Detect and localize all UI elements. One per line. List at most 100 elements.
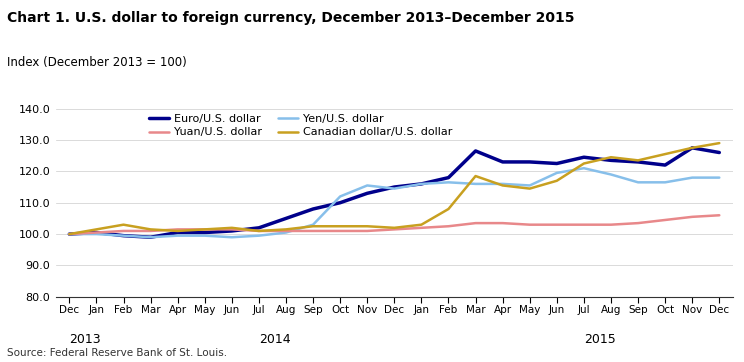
Text: 2014: 2014 [259, 333, 291, 346]
Yuan/U.S. dollar [336, 229, 344, 233]
Yen/U.S. dollar [552, 171, 561, 175]
Euro/U.S. dollar [254, 226, 263, 230]
Yen/U.S. dollar [200, 233, 209, 238]
Canadian dollar/U.S. dollar [65, 232, 74, 236]
Yen/U.S. dollar [661, 180, 670, 185]
Line: Yuan/U.S. dollar: Yuan/U.S. dollar [69, 215, 719, 234]
Canadian dollar/U.S. dollar [580, 161, 589, 166]
Yuan/U.S. dollar [417, 226, 426, 230]
Yen/U.S. dollar [65, 232, 74, 236]
Line: Yen/U.S. dollar: Yen/U.S. dollar [69, 168, 719, 237]
Yen/U.S. dollar [363, 183, 372, 188]
Yuan/U.S. dollar [309, 229, 318, 233]
Yuan/U.S. dollar [363, 229, 372, 233]
Canadian dollar/U.S. dollar [309, 224, 318, 228]
Yuan/U.S. dollar [92, 230, 101, 235]
Canadian dollar/U.S. dollar [525, 186, 534, 191]
Canadian dollar/U.S. dollar [687, 146, 696, 150]
Text: Chart 1. U.S. dollar to foreign currency, December 2013–December 2015: Chart 1. U.S. dollar to foreign currency… [7, 11, 575, 25]
Euro/U.S. dollar [363, 191, 372, 195]
Canadian dollar/U.S. dollar [471, 174, 480, 178]
Yuan/U.S. dollar [173, 227, 182, 232]
Yen/U.S. dollar [254, 233, 263, 238]
Text: 2015: 2015 [584, 333, 615, 346]
Yen/U.S. dollar [525, 183, 534, 188]
Canadian dollar/U.S. dollar [498, 183, 507, 188]
Euro/U.S. dollar [606, 158, 615, 163]
Canadian dollar/U.S. dollar [661, 152, 670, 156]
Euro/U.S. dollar [444, 176, 453, 180]
Yuan/U.S. dollar [254, 229, 263, 233]
Canadian dollar/U.S. dollar [200, 227, 209, 232]
Yen/U.S. dollar [119, 233, 128, 238]
Yuan/U.S. dollar [498, 221, 507, 225]
Canadian dollar/U.S. dollar [336, 224, 344, 228]
Canadian dollar/U.S. dollar [444, 207, 453, 211]
Euro/U.S. dollar [119, 233, 128, 238]
Yen/U.S. dollar [390, 186, 399, 191]
Yuan/U.S. dollar [661, 218, 670, 222]
Line: Euro/U.S. dollar: Euro/U.S. dollar [69, 148, 719, 237]
Yuan/U.S. dollar [390, 227, 399, 232]
Yuan/U.S. dollar [715, 213, 724, 218]
Line: Canadian dollar/U.S. dollar: Canadian dollar/U.S. dollar [69, 143, 719, 234]
Yen/U.S. dollar [146, 235, 155, 239]
Canadian dollar/U.S. dollar [606, 155, 615, 159]
Euro/U.S. dollar [687, 146, 696, 150]
Yuan/U.S. dollar [687, 215, 696, 219]
Canadian dollar/U.S. dollar [363, 224, 372, 228]
Canadian dollar/U.S. dollar [417, 223, 426, 227]
Yuan/U.S. dollar [552, 223, 561, 227]
Euro/U.S. dollar [173, 230, 182, 235]
Yen/U.S. dollar [444, 180, 453, 185]
Yuan/U.S. dollar [146, 229, 155, 233]
Euro/U.S. dollar [471, 149, 480, 153]
Yuan/U.S. dollar [525, 223, 534, 227]
Canadian dollar/U.S. dollar [254, 229, 263, 233]
Yuan/U.S. dollar [281, 229, 290, 233]
Euro/U.S. dollar [634, 160, 643, 164]
Yuan/U.S. dollar [65, 232, 74, 236]
Canadian dollar/U.S. dollar [715, 141, 724, 145]
Euro/U.S. dollar [336, 201, 344, 205]
Yen/U.S. dollar [580, 166, 589, 171]
Euro/U.S. dollar [552, 161, 561, 166]
Euro/U.S. dollar [65, 232, 74, 236]
Euro/U.S. dollar [661, 163, 670, 167]
Euro/U.S. dollar [498, 160, 507, 164]
Yen/U.S. dollar [687, 176, 696, 180]
Euro/U.S. dollar [417, 182, 426, 186]
Yuan/U.S. dollar [200, 227, 209, 232]
Text: 2013: 2013 [69, 333, 101, 346]
Euro/U.S. dollar [390, 185, 399, 189]
Yuan/U.S. dollar [634, 221, 643, 225]
Yen/U.S. dollar [606, 172, 615, 177]
Yuan/U.S. dollar [580, 223, 589, 227]
Canadian dollar/U.S. dollar [119, 223, 128, 227]
Euro/U.S. dollar [525, 160, 534, 164]
Yen/U.S. dollar [498, 182, 507, 186]
Yuan/U.S. dollar [228, 227, 237, 232]
Euro/U.S. dollar [92, 230, 101, 235]
Yen/U.S. dollar [634, 180, 643, 185]
Canadian dollar/U.S. dollar [146, 227, 155, 232]
Euro/U.S. dollar [146, 235, 155, 239]
Text: Index (December 2013 = 100): Index (December 2013 = 100) [7, 56, 187, 69]
Legend: Euro/U.S. dollar, Yuan/U.S. dollar, Yen/U.S. dollar, Canadian dollar/U.S. dollar: Euro/U.S. dollar, Yuan/U.S. dollar, Yen/… [150, 114, 452, 138]
Euro/U.S. dollar [580, 155, 589, 159]
Yen/U.S. dollar [336, 194, 344, 199]
Yuan/U.S. dollar [471, 221, 480, 225]
Canadian dollar/U.S. dollar [390, 226, 399, 230]
Yen/U.S. dollar [173, 233, 182, 238]
Canadian dollar/U.S. dollar [92, 227, 101, 232]
Yuan/U.S. dollar [606, 223, 615, 227]
Yen/U.S. dollar [471, 182, 480, 186]
Yen/U.S. dollar [309, 223, 318, 227]
Yen/U.S. dollar [417, 182, 426, 186]
Canadian dollar/U.S. dollar [634, 158, 643, 163]
Canadian dollar/U.S. dollar [228, 226, 237, 230]
Yen/U.S. dollar [92, 232, 101, 236]
Yen/U.S. dollar [281, 230, 290, 235]
Euro/U.S. dollar [200, 230, 209, 235]
Euro/U.S. dollar [281, 216, 290, 220]
